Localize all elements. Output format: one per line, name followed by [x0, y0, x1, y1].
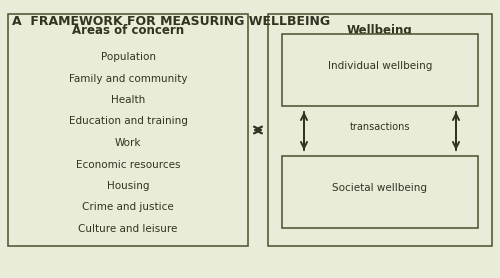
Text: Population: Population	[100, 52, 156, 62]
Text: Wellbeing: Wellbeing	[347, 24, 413, 37]
Bar	[282, 34, 478, 106]
Text: Health: Health	[111, 95, 145, 105]
Text: Work: Work	[115, 138, 141, 148]
Text: Areas of concern: Areas of concern	[72, 24, 184, 37]
Bar	[8, 14, 248, 246]
Text: Family and community: Family and community	[69, 73, 187, 83]
Text: Housing: Housing	[107, 181, 149, 191]
Text: Individual wellbeing: Individual wellbeing	[328, 61, 432, 71]
Text: transactions: transactions	[350, 122, 410, 132]
Bar	[268, 14, 492, 246]
Text: Education and training: Education and training	[68, 116, 188, 126]
Text: A  FRAMEWORK FOR MEASURING WELLBEING: A FRAMEWORK FOR MEASURING WELLBEING	[12, 15, 330, 28]
Bar	[282, 156, 478, 228]
Text: Crime and justice: Crime and justice	[82, 202, 174, 212]
Text: Economic resources: Economic resources	[76, 160, 180, 170]
Text: Culture and leisure: Culture and leisure	[78, 224, 178, 234]
Text: Societal wellbeing: Societal wellbeing	[332, 183, 428, 193]
